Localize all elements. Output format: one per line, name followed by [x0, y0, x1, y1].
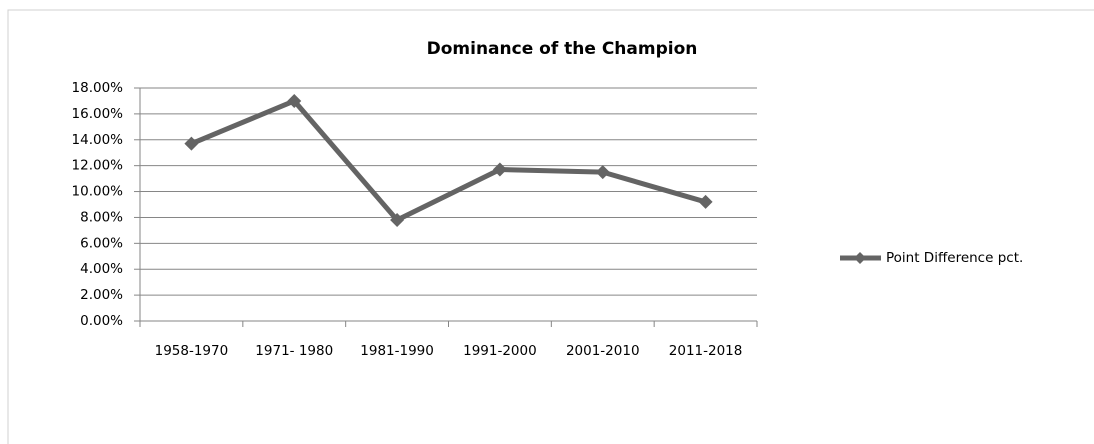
marker [184, 136, 199, 151]
y-tick-label: 4.00% [80, 261, 123, 277]
x-tick-label: 1971- 1980 [255, 343, 333, 359]
line [190, 98, 707, 223]
y-tick-label: 18.00% [72, 80, 124, 96]
marker [595, 165, 610, 180]
x-tick-label: 2011-2018 [669, 343, 743, 359]
chart-border [7, 9, 1094, 444]
y-tick-label: 12.00% [72, 158, 124, 174]
marker [287, 93, 302, 108]
y-tick-label: 2.00% [80, 287, 123, 303]
marker [698, 194, 713, 209]
y-tick-label: 8.00% [80, 209, 123, 225]
y-tick-label: 10.00% [72, 184, 124, 200]
y-tick-label: 14.00% [72, 132, 124, 148]
legend-marker [854, 252, 866, 264]
legend-label: Point Difference pct. [886, 250, 1023, 266]
marker [492, 162, 507, 177]
y-tick-label: 16.00% [72, 106, 124, 122]
x-tick-label: 1991-2000 [463, 343, 537, 359]
x-tick-label: 1981-1990 [360, 343, 434, 359]
x-tick-label: 1958-1970 [155, 343, 229, 359]
y-tick-label: 6.00% [80, 235, 123, 251]
y-tick-label: 0.00% [80, 313, 123, 329]
x-tick-label: 2001-2010 [566, 343, 640, 359]
chart-title: Dominance of the Champion [427, 39, 698, 59]
marker [390, 213, 405, 228]
